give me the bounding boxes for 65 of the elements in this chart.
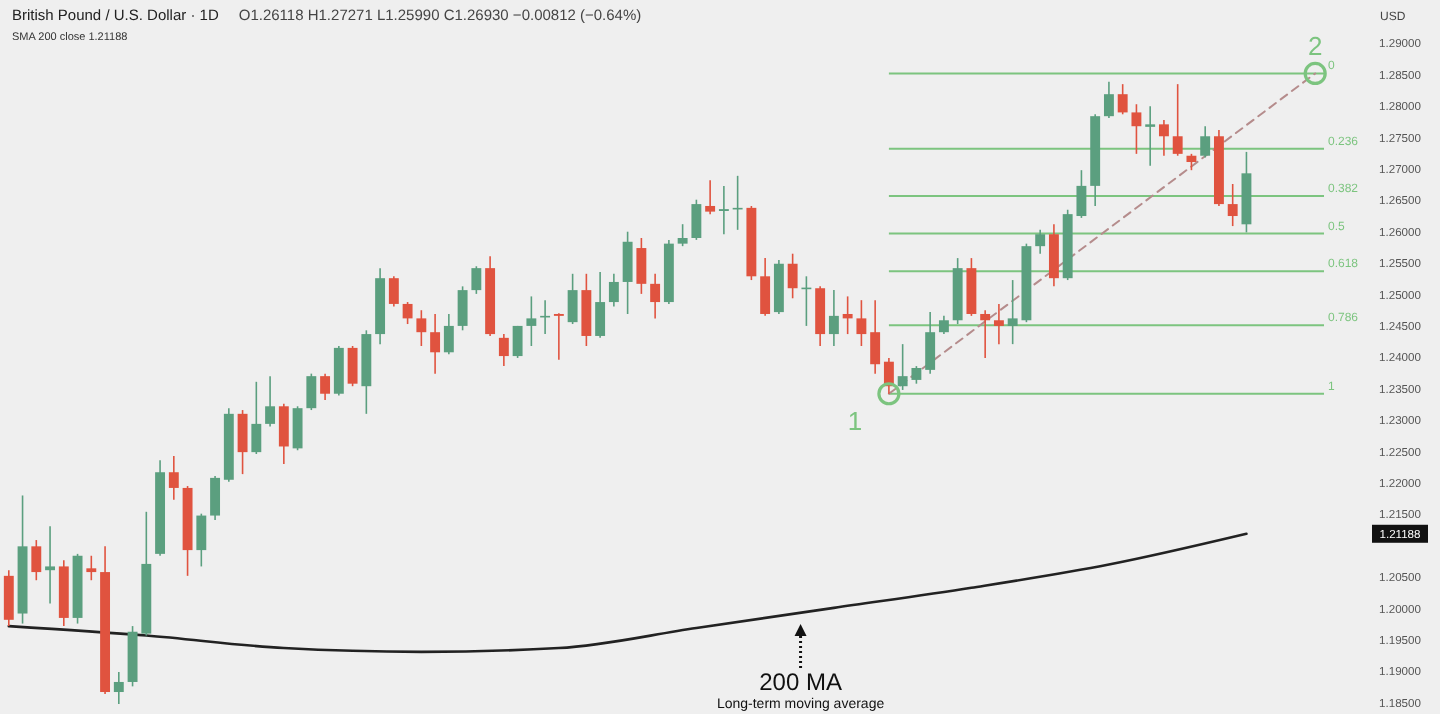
candlestick bbox=[292, 405, 303, 452]
candlestick bbox=[45, 525, 56, 605]
candlestick bbox=[1172, 83, 1183, 157]
candlestick bbox=[1048, 223, 1059, 288]
candlestick bbox=[333, 345, 344, 397]
candlestick bbox=[650, 272, 661, 320]
candlestick bbox=[718, 185, 729, 236]
candlestick bbox=[1158, 119, 1169, 157]
candlestick bbox=[430, 313, 441, 375]
candlestick bbox=[856, 299, 867, 347]
candlestick bbox=[388, 275, 399, 308]
candlestick bbox=[760, 257, 771, 317]
candlestick bbox=[581, 272, 592, 347]
candlestick bbox=[980, 309, 991, 359]
candlestick bbox=[320, 372, 331, 401]
candlestick bbox=[828, 289, 839, 347]
candlestick bbox=[1200, 125, 1211, 159]
annotation: 1 bbox=[847, 405, 863, 436]
candlestick bbox=[567, 272, 578, 325]
candlestick bbox=[457, 285, 468, 332]
candlestick bbox=[1131, 103, 1142, 155]
candlestick bbox=[966, 257, 977, 317]
candlestick bbox=[622, 230, 633, 315]
candlestick bbox=[691, 198, 702, 241]
candlestick bbox=[265, 375, 276, 428]
candlestick bbox=[938, 315, 949, 335]
annotation: 2 bbox=[1307, 31, 1323, 62]
candlestick bbox=[347, 345, 358, 387]
candlestick bbox=[306, 372, 317, 411]
candlestick bbox=[196, 512, 207, 568]
candlestick bbox=[677, 223, 688, 247]
candlestick bbox=[787, 252, 798, 300]
candlestick bbox=[416, 309, 427, 347]
candlestick bbox=[1103, 80, 1114, 119]
candlestick bbox=[512, 325, 523, 359]
candlestick bbox=[1035, 229, 1046, 255]
candlestick bbox=[402, 301, 413, 325]
candlestick bbox=[608, 272, 619, 308]
candlestick bbox=[842, 295, 853, 335]
candlestick bbox=[553, 312, 564, 361]
candlestick bbox=[815, 285, 826, 347]
candlestick bbox=[636, 237, 647, 295]
candlestick bbox=[1227, 183, 1238, 227]
candlestick bbox=[993, 303, 1004, 345]
candlestick bbox=[526, 295, 537, 347]
candlestick bbox=[705, 179, 716, 215]
annotation: 200 MA bbox=[759, 668, 842, 696]
candlestick bbox=[1117, 83, 1128, 116]
candlestick bbox=[443, 313, 454, 355]
candlestick bbox=[471, 265, 482, 295]
candlestick bbox=[498, 333, 509, 367]
candlestick bbox=[1145, 105, 1156, 167]
line-series bbox=[7, 532, 1248, 654]
candlestick bbox=[237, 409, 248, 475]
candlestick bbox=[925, 311, 936, 375]
candlestick bbox=[595, 271, 606, 339]
candlestick bbox=[251, 381, 262, 455]
candlestick bbox=[210, 475, 221, 521]
candlestick bbox=[278, 402, 289, 465]
candlestick bbox=[31, 539, 42, 582]
candlestick bbox=[870, 299, 881, 375]
candlestick bbox=[86, 554, 97, 582]
candlestick bbox=[168, 455, 179, 501]
candlestick bbox=[113, 671, 124, 705]
candlestick bbox=[3, 569, 14, 627]
